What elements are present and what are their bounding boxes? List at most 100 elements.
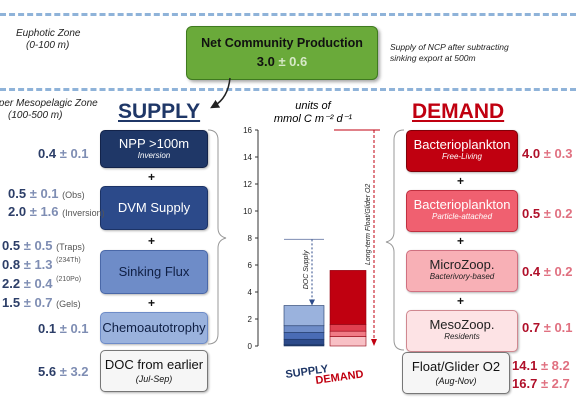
demand-bar-segment-2 xyxy=(329,324,367,332)
demand-micro-sub: Bacterivory-based xyxy=(429,272,495,281)
val-o2-b-v: 16.7 xyxy=(512,376,538,391)
val-sink-traps-pm: ± 0.5 xyxy=(23,238,53,253)
val-free: 4.0 ± 0.3 xyxy=(522,146,573,161)
supply-bar-segment-1 xyxy=(283,338,325,345)
val-sink-gels-pm: ± 0.7 xyxy=(23,295,53,310)
demand-bar-segment-0 xyxy=(329,336,367,347)
val-sink-gels: 1.5 ± 0.7 (Gels) xyxy=(2,295,81,310)
demand-micro-label: MicroZoop. xyxy=(429,257,495,272)
euphotic-zone-label: Euphotic Zone (0-100 m) xyxy=(16,28,81,52)
val-sink-po-sup: (210Po) xyxy=(56,276,82,283)
supply-bar-segment-2 xyxy=(283,332,325,340)
ncp-value-number: 3.0 xyxy=(256,54,275,69)
val-micro: 0.4 ± 0.2 xyxy=(522,264,573,279)
units-line2: mmol C m⁻² d⁻¹ xyxy=(273,113,353,125)
supply-npp-label: NPP >100m xyxy=(118,136,190,151)
val-npp: 0.4 ± 0.1 xyxy=(38,146,89,161)
supply-npp-sub: Inversion xyxy=(137,151,171,160)
plus-d2: + xyxy=(457,234,465,248)
y-tick-label-0: 0 xyxy=(248,342,253,351)
supply-dvm-label: DVM Supply xyxy=(117,200,191,215)
plus-s2: + xyxy=(148,234,156,248)
demand-box-micro: MicroZoop. Bacterivory-based xyxy=(406,250,518,292)
val-dvm-obs-tag: (Obs) xyxy=(62,190,85,200)
val-meso-pm: ± 0.1 xyxy=(543,320,573,335)
euphotic-top-line xyxy=(0,13,576,16)
val-sink-th-v: 0.8 xyxy=(2,257,21,272)
val-attached: 0.5 ± 0.2 xyxy=(522,206,573,221)
y-tick-label-8: 16 xyxy=(243,126,252,135)
val-sink-po-pm: ± 0.4 xyxy=(23,276,53,291)
val-dvm-obs-pm: ± 0.1 xyxy=(29,186,59,201)
supply-box-sinking: Sinking Flux xyxy=(100,250,208,294)
val-chemo: 0.1 ± 0.1 xyxy=(38,321,89,336)
demand-bar-segment-1 xyxy=(329,330,367,337)
o2-arrow-head xyxy=(371,339,377,346)
demand-heading: DEMAND xyxy=(412,100,505,123)
demand-free-sub: Free-Living xyxy=(441,152,482,161)
plus-s3: + xyxy=(148,296,156,310)
ncp-arrow xyxy=(210,77,231,109)
o2-label: Long-term Float/Glider O2 xyxy=(365,184,372,265)
units-line1: units of xyxy=(295,100,331,112)
val-micro-pm: ± 0.2 xyxy=(543,264,573,279)
val-dvm-inv: 2.0 ± 1.6 (Inversion) xyxy=(8,204,105,219)
val-free-pm: ± 0.3 xyxy=(543,146,573,161)
ncp-title: Net Community Production xyxy=(201,36,363,50)
supply-doc-label: DOC from earlier xyxy=(104,357,204,372)
val-sink-th-sup: (234Th) xyxy=(56,257,81,264)
plus-s1: + xyxy=(148,170,156,184)
val-dvm-inv-tag: (Inversion) xyxy=(62,208,105,218)
demand-o2-label: Float/Glider O2 xyxy=(411,359,501,374)
supply-box-chemo: Chemoautotrophy xyxy=(100,312,208,344)
supply-doc-sub: (Jul-Sep) xyxy=(135,374,173,384)
val-attached-v: 0.5 xyxy=(522,206,541,221)
supply-box-dvm: DVM Supply xyxy=(100,186,208,230)
val-sink-po-v: 2.2 xyxy=(2,276,21,291)
demand-bracket xyxy=(385,129,405,351)
val-doc-pm: ± 3.2 xyxy=(59,364,89,379)
y-tick-label-3: 6 xyxy=(248,261,253,270)
ncp-box: Net Community Production 3.0 ± 0.6 xyxy=(186,26,378,80)
supply-chemo-label: Chemoautotrophy xyxy=(102,320,206,335)
demand-meso-label: MesoZoop. xyxy=(429,317,495,332)
demand-free-label: Bacterioplankton xyxy=(413,137,511,152)
units-label: units of mmol C m⁻² d⁻¹ xyxy=(268,100,358,126)
val-chemo-pm: ± 0.1 xyxy=(59,321,89,336)
supply-bar-segment-4 xyxy=(283,305,325,327)
demand-bar-segment-3 xyxy=(329,270,367,325)
supply-bracket xyxy=(207,129,227,345)
demand-o2-sub: (Aug-Nov) xyxy=(435,376,477,386)
val-sink-traps-tag: (Traps) xyxy=(56,242,85,252)
val-o2-b-pm: ± 2.7 xyxy=(540,376,570,391)
val-sink-gels-tag: (Gels) xyxy=(56,299,81,309)
supply-heading: SUPPLY xyxy=(118,100,201,123)
val-dvm-inv-v: 2.0 xyxy=(8,204,27,219)
doc-supply-label: DOC Supply xyxy=(303,250,310,289)
ncp-note-line1: Supply of NCP after subtracting xyxy=(390,42,509,52)
val-o2-a-pm: ± 8.2 xyxy=(540,358,570,373)
ncp-note-line2: sinking export at 500m xyxy=(390,53,476,63)
y-tick-label-7: 14 xyxy=(243,153,252,162)
y-tick-label-2: 4 xyxy=(248,288,253,297)
y-tick-label-6: 12 xyxy=(243,180,252,189)
val-sink-th: 0.8 ± 1.3 (234Th) xyxy=(2,257,81,272)
supply-box-doc: DOC from earlier (Jul-Sep) xyxy=(100,350,208,392)
demand-attached-sub: Particle-attached xyxy=(431,212,493,221)
demand-meso-sub: Residents xyxy=(444,332,480,341)
euphotic-bottom-line xyxy=(0,88,576,91)
demand-attached-label: Bacterioplankton xyxy=(413,197,511,212)
supply-sinking-label: Sinking Flux xyxy=(118,264,190,279)
val-sink-th-pm: ± 1.3 xyxy=(23,257,53,272)
val-sink-gels-v: 1.5 xyxy=(2,295,21,310)
y-tick-label-4: 8 xyxy=(248,234,253,243)
y-tick-label-5: 10 xyxy=(243,207,252,216)
val-dvm-inv-pm: ± 1.6 xyxy=(29,204,59,219)
euphotic-zone-name: Euphotic Zone xyxy=(16,28,81,39)
meso-zone-name: Upper Mesopelagic Zone xyxy=(0,98,98,109)
supply-box-npp: NPP >100m Inversion xyxy=(100,130,208,168)
val-meso: 0.7 ± 0.1 xyxy=(522,320,573,335)
demand-box-o2: Float/Glider O2 (Aug-Nov) xyxy=(402,352,510,394)
meso-zone-depth: (100-500 m) xyxy=(8,110,63,121)
doc-supply-arrow-head xyxy=(309,299,315,306)
